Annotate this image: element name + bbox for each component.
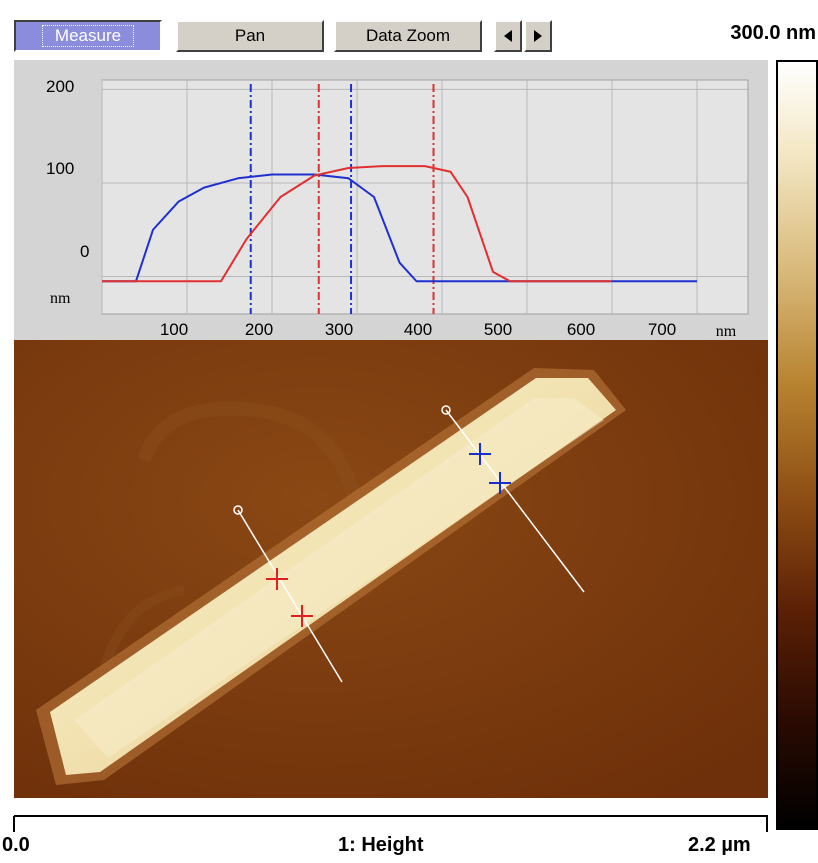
crystal-ridge (74, 398, 604, 758)
scale-start-label: 0.0 (2, 834, 30, 856)
profile-chart[interactable]: 200 100 0 nm 100 200 300 400 500 600 700… (14, 60, 768, 340)
section-profile-chart: 200 100 0 nm 100 200 300 400 500 600 700… (14, 60, 768, 340)
x-tick-label: 700 (648, 320, 676, 339)
profile-series (102, 165, 697, 283)
x-tick-label: 100 (160, 320, 188, 339)
triangle-left-icon (504, 30, 512, 42)
profile-line-blue[interactable] (445, 409, 585, 593)
triangle-right-icon (534, 30, 542, 42)
profile-series-line (102, 165, 612, 283)
pan-button-label: Pan (234, 26, 266, 45)
red-cursor-cross[interactable] (266, 568, 288, 590)
x-tick-label: 500 (484, 320, 512, 339)
x-tick-label: 400 (404, 320, 432, 339)
profile-cursors (249, 84, 435, 314)
scale-bar-line (13, 815, 768, 832)
height-map[interactable] (14, 340, 768, 798)
chart-grid (101, 79, 749, 315)
y-axis-ticks: 200 100 0 nm (46, 77, 89, 307)
measure-button[interactable]: Measure (14, 20, 162, 52)
measure-button-label: Measure (41, 25, 135, 47)
pan-button[interactable]: Pan (176, 20, 324, 52)
profile-line-blue-endpoint[interactable] (441, 405, 451, 415)
substrate-feature (99, 585, 185, 672)
color-scale-max-label: 300.0 nm (730, 22, 816, 44)
y-axis-unit: nm (50, 290, 71, 307)
data-zoom-button-label: Data Zoom (365, 26, 451, 45)
afm-height-image[interactable] (14, 340, 768, 798)
y-tick-label: 100 (46, 159, 74, 178)
profile-line-red-endpoint[interactable] (233, 505, 243, 515)
blue-cursor-cross[interactable] (469, 443, 491, 465)
x-tick-label: 600 (567, 320, 595, 339)
red-cursor-cross[interactable] (291, 605, 313, 627)
blue-cursor-cross[interactable] (489, 472, 511, 494)
channel-label: 1: Height (338, 834, 424, 856)
x-axis-ticks: 100 200 300 400 500 600 700 nm (160, 320, 737, 340)
profile-line-red[interactable] (237, 509, 343, 683)
data-zoom-button[interactable]: Data Zoom (334, 20, 482, 52)
toolbar: Measure Pan Data Zoom 300.0 nm (0, 0, 818, 60)
scale-end-label: 2.2 µm (688, 834, 751, 856)
prev-button[interactable] (494, 20, 522, 52)
next-button[interactable] (524, 20, 552, 52)
plot-area (101, 79, 749, 315)
bottom-scale-axis: 0.0 1: Height 2.2 µm (0, 812, 770, 862)
x-axis-unit: nm (716, 323, 737, 340)
y-tick-label: 0 (80, 242, 89, 261)
x-tick-label: 300 (325, 320, 353, 339)
color-scale-bar (776, 60, 818, 830)
x-tick-label: 200 (245, 320, 273, 339)
profile-series-line (102, 173, 697, 283)
substrate-feature (137, 401, 366, 522)
y-tick-label: 200 (46, 77, 74, 96)
